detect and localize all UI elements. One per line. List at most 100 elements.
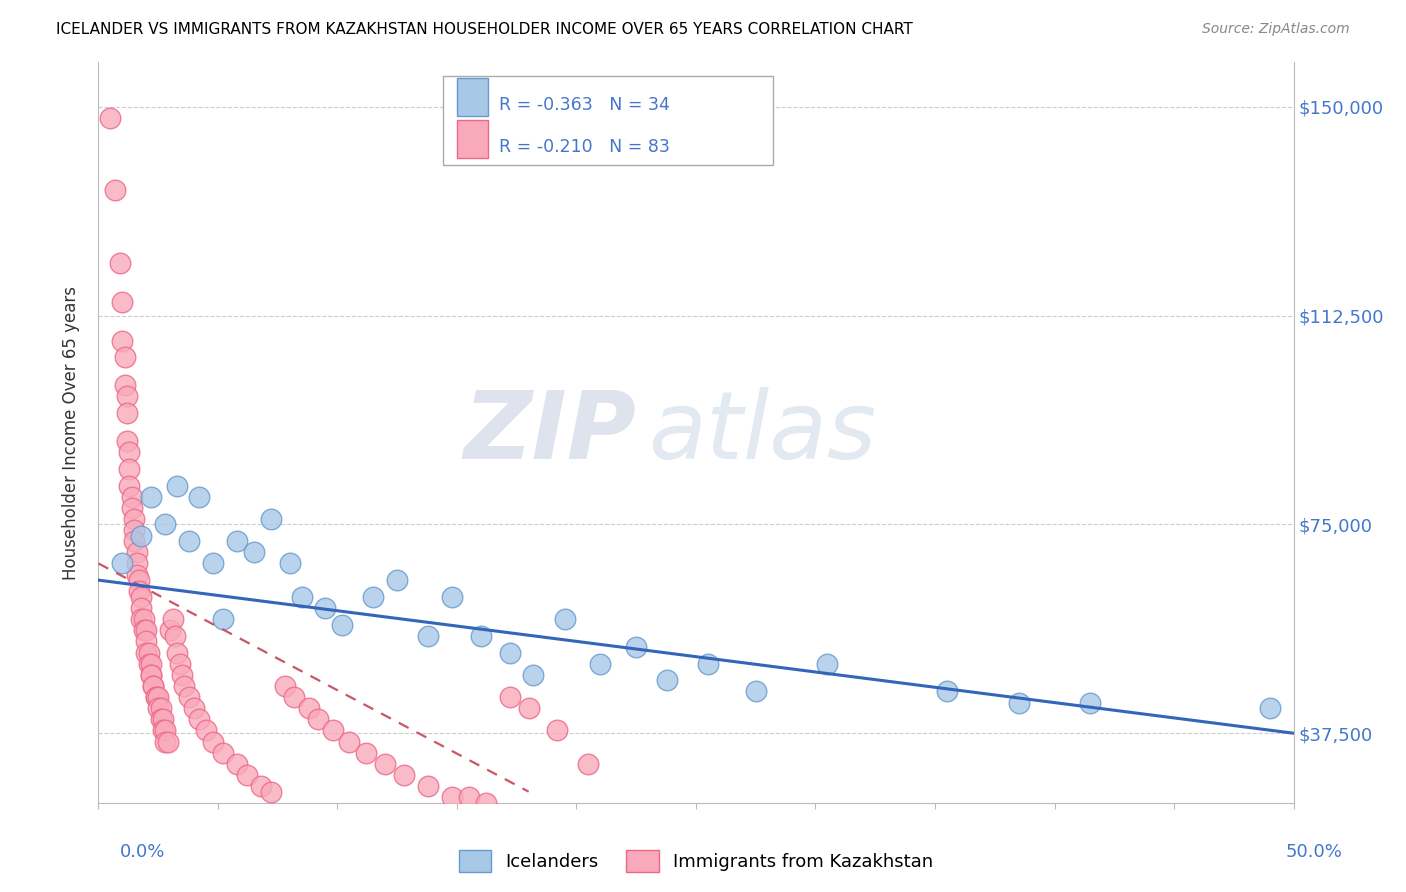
Point	[1080, 696, 1102, 710]
Point	[259, 512, 281, 526]
Point	[114, 378, 136, 392]
Point	[187, 490, 209, 504]
Point	[226, 534, 249, 549]
Text: ZIP: ZIP	[464, 386, 637, 479]
Text: R = -0.363   N = 34: R = -0.363 N = 34	[499, 96, 671, 114]
Point	[124, 534, 146, 549]
Point	[131, 528, 153, 542]
Point	[149, 701, 172, 715]
Point	[108, 256, 131, 270]
Point	[179, 534, 201, 549]
Point	[135, 634, 157, 648]
Point	[274, 679, 297, 693]
Point	[339, 734, 361, 748]
Point	[139, 667, 162, 681]
Text: ICELANDER VS IMMIGRANTS FROM KAZAKHSTAN HOUSEHOLDER INCOME OVER 65 YEARS CORRELA: ICELANDER VS IMMIGRANTS FROM KAZAKHSTAN …	[56, 22, 912, 37]
Point	[142, 679, 165, 693]
Point	[546, 723, 568, 738]
Point	[418, 779, 440, 793]
Point	[131, 590, 153, 604]
Text: 50.0%: 50.0%	[1286, 843, 1343, 861]
Point	[517, 701, 540, 715]
Point	[195, 723, 218, 738]
Point	[115, 434, 138, 448]
Point	[128, 584, 150, 599]
Point	[522, 667, 544, 681]
Point	[179, 690, 201, 704]
Y-axis label: Householder Income Over 65 years: Householder Income Over 65 years	[62, 285, 80, 580]
Point	[283, 690, 305, 704]
Point	[173, 679, 195, 693]
Point	[115, 389, 138, 403]
Point	[441, 790, 464, 805]
Point	[278, 557, 301, 571]
Point	[554, 612, 576, 626]
Point	[111, 294, 134, 309]
Point	[498, 646, 520, 660]
Point	[111, 557, 134, 571]
Point	[315, 601, 337, 615]
Point	[145, 690, 167, 704]
Point	[169, 657, 191, 671]
Point	[138, 657, 160, 671]
Point	[697, 657, 720, 671]
Point	[657, 673, 679, 688]
Text: atlas: atlas	[648, 387, 876, 478]
Point	[138, 646, 160, 660]
Point	[139, 490, 162, 504]
Point	[124, 512, 146, 526]
Point	[131, 601, 153, 615]
Point	[291, 590, 314, 604]
Point	[132, 612, 155, 626]
Point	[142, 679, 165, 693]
Point	[121, 490, 143, 504]
Point	[152, 712, 174, 726]
Point	[159, 624, 181, 638]
Point	[118, 478, 141, 492]
Point	[187, 712, 209, 726]
Point	[211, 612, 233, 626]
Point	[149, 712, 172, 726]
Point	[135, 624, 157, 638]
Point	[458, 790, 481, 805]
Point	[145, 690, 167, 704]
Point	[118, 462, 141, 476]
Point	[128, 573, 150, 587]
Point	[125, 557, 148, 571]
Point	[148, 701, 170, 715]
Point	[298, 701, 321, 715]
Point	[148, 690, 170, 704]
Point	[235, 768, 257, 782]
Point	[936, 684, 959, 698]
Point	[125, 545, 148, 559]
Point	[183, 701, 205, 715]
Point	[139, 657, 162, 671]
Point	[211, 746, 233, 760]
Point	[474, 796, 496, 810]
Point	[124, 523, 146, 537]
Point	[498, 690, 520, 704]
Point	[163, 629, 186, 643]
Point	[114, 351, 136, 365]
Point	[132, 624, 155, 638]
Point	[121, 500, 143, 515]
Point	[441, 590, 464, 604]
Point	[155, 517, 177, 532]
Point	[394, 768, 416, 782]
Point	[156, 734, 179, 748]
Point	[1258, 701, 1281, 715]
Point	[578, 756, 600, 771]
Legend: Icelanders, Immigrants from Kazakhstan: Icelanders, Immigrants from Kazakhstan	[451, 842, 941, 879]
Point	[589, 657, 612, 671]
Point	[152, 723, 174, 738]
Point	[363, 590, 385, 604]
Point	[307, 712, 329, 726]
Point	[745, 684, 768, 698]
Point	[374, 756, 396, 771]
Point	[118, 445, 141, 459]
Point	[418, 629, 440, 643]
Point	[125, 567, 148, 582]
Point	[131, 612, 153, 626]
Point	[139, 667, 162, 681]
Point	[135, 646, 157, 660]
